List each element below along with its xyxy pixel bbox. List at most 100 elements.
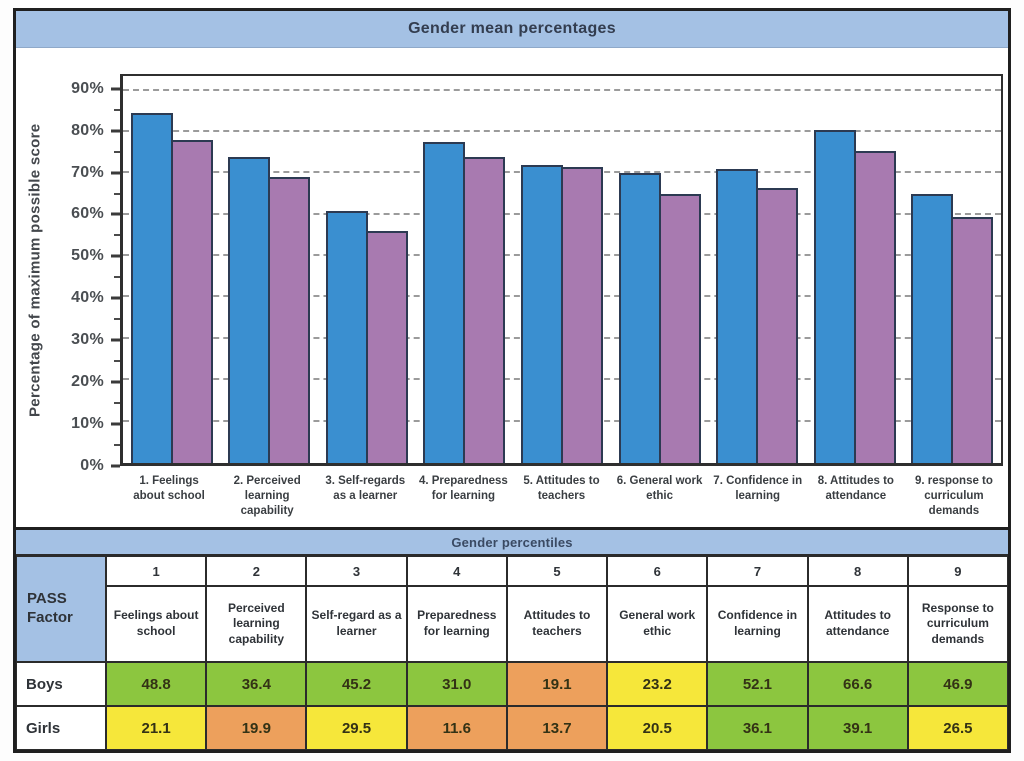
- column-number-cell: 5: [507, 556, 607, 586]
- score-cell: 11.6: [407, 706, 507, 750]
- score-cell: 48.8: [106, 662, 206, 706]
- score-cell: 19.9: [206, 706, 306, 750]
- y-tick-mark: [111, 255, 120, 258]
- column-number-cell: 1: [106, 556, 206, 586]
- plot-area: [120, 74, 1003, 466]
- y-tick-mark: [111, 87, 120, 90]
- y-tick-mark: [111, 423, 120, 426]
- report-page: Gender mean percentages Percentage of ma…: [13, 8, 1011, 753]
- bar-blue: [814, 130, 856, 463]
- score-cell: 66.6: [808, 662, 908, 706]
- column-number-cell: 6: [607, 556, 707, 586]
- bar-blue: [619, 173, 661, 463]
- bar-purple: [561, 167, 603, 463]
- chart-title-bar: Gender mean percentages: [16, 11, 1008, 48]
- bar-group: [416, 76, 514, 463]
- y-axis-ticks: 0%10%20%30%40%50%60%70%80%90%: [16, 74, 120, 466]
- bar-blue: [228, 157, 270, 463]
- score-cell: 29.5: [306, 706, 406, 750]
- bar-purple: [366, 231, 408, 463]
- bar-group: [611, 76, 709, 463]
- y-tick-label: 0%: [80, 457, 104, 475]
- factor-header-cell: Perceived learning capability: [206, 586, 306, 662]
- bar-purple: [463, 157, 505, 463]
- pass-factor-header: PASS Factor: [16, 556, 106, 662]
- y-tick-label: 70%: [71, 164, 104, 182]
- bar-group: [708, 76, 806, 463]
- y-tick-mark: [111, 339, 120, 342]
- y-tick-mark: [111, 213, 120, 216]
- score-cell: 13.7: [507, 706, 607, 750]
- table-title-bar: Gender percentiles: [16, 530, 1008, 556]
- x-axis-category-label: 2. Perceived learning capability: [218, 472, 316, 519]
- x-axis-category-label: 8. Attitudes to attendance: [807, 472, 905, 519]
- bar-purple: [171, 140, 213, 463]
- x-axis-labels: 1. Feelings about school2. Perceived lea…: [120, 472, 1003, 519]
- row-label-girls: Girls: [16, 706, 106, 750]
- column-number-cell: 2: [206, 556, 306, 586]
- y-tick-label: 60%: [71, 205, 104, 223]
- x-axis-category-label: 4. Preparedness for learning: [414, 472, 512, 519]
- bar-blue: [716, 169, 758, 463]
- score-cell: 46.9: [908, 662, 1008, 706]
- factor-header-cell: Attitudes to teachers: [507, 586, 607, 662]
- bar-groups: [123, 76, 1001, 463]
- bar-group: [318, 76, 416, 463]
- column-number-cell: 7: [707, 556, 807, 586]
- y-tick-label: 80%: [71, 122, 104, 140]
- bar-purple: [951, 217, 993, 463]
- bar-blue: [131, 113, 173, 463]
- score-cell: 21.1: [106, 706, 206, 750]
- score-cell: 20.5: [607, 706, 707, 750]
- x-axis-category-label: 9. response to curriculum demands: [905, 472, 1003, 519]
- y-tick-mark: [111, 465, 120, 468]
- y-tick-label: 10%: [71, 415, 104, 433]
- x-axis-category-label: 3. Self-regards as a learner: [316, 472, 414, 519]
- table-grid: PASS Factor 123456789Feelings about scho…: [16, 556, 1008, 750]
- x-axis-category-label: 7. Confidence in learning: [709, 472, 807, 519]
- score-cell: 19.1: [507, 662, 607, 706]
- column-number-cell: 9: [908, 556, 1008, 586]
- y-tick-label: 40%: [71, 289, 104, 307]
- bar-blue: [521, 165, 563, 463]
- y-tick-label: 50%: [71, 247, 104, 265]
- table-title: Gender percentiles: [451, 535, 572, 550]
- row-label-boys: Boys: [16, 662, 106, 706]
- bar-purple: [854, 151, 896, 463]
- score-cell: 23.2: [607, 662, 707, 706]
- x-axis-category-label: 1. Feelings about school: [120, 472, 218, 519]
- score-cell: 45.2: [306, 662, 406, 706]
- factor-header-cell: Preparedness for learning: [407, 586, 507, 662]
- bar-group: [806, 76, 904, 463]
- score-cell: 31.0: [407, 662, 507, 706]
- factor-header-cell: General work ethic: [607, 586, 707, 662]
- bar-purple: [756, 188, 798, 463]
- bar-group: [904, 76, 1002, 463]
- column-number-cell: 8: [808, 556, 908, 586]
- column-number-cell: 4: [407, 556, 507, 586]
- bar-blue: [326, 211, 368, 463]
- score-cell: 36.4: [206, 662, 306, 706]
- chart-title: Gender mean percentages: [408, 20, 616, 38]
- bar-group: [123, 76, 221, 463]
- y-tick-mark: [111, 381, 120, 384]
- y-tick-mark: [111, 129, 120, 132]
- y-tick-mark: [111, 297, 120, 300]
- factor-header-cell: Confidence in learning: [707, 586, 807, 662]
- score-cell: 52.1: [707, 662, 807, 706]
- factor-header-cell: Self-regard as a learner: [306, 586, 406, 662]
- bar-blue: [423, 142, 465, 463]
- percentiles-table: Gender percentiles PASS Factor 123456789…: [16, 527, 1008, 750]
- column-number-cell: 3: [306, 556, 406, 586]
- bar-group: [513, 76, 611, 463]
- x-axis-category-label: 6. General work ethic: [611, 472, 709, 519]
- factor-header-cell: Response to curriculum demands: [908, 586, 1008, 662]
- bar-chart: Percentage of maximum possible score 0%1…: [16, 48, 1008, 527]
- bar-group: [221, 76, 319, 463]
- bar-purple: [268, 177, 310, 463]
- y-tick-mark: [111, 171, 120, 174]
- bar-blue: [911, 194, 953, 463]
- bar-purple: [659, 194, 701, 463]
- y-tick-label: 30%: [71, 331, 104, 349]
- score-cell: 39.1: [808, 706, 908, 750]
